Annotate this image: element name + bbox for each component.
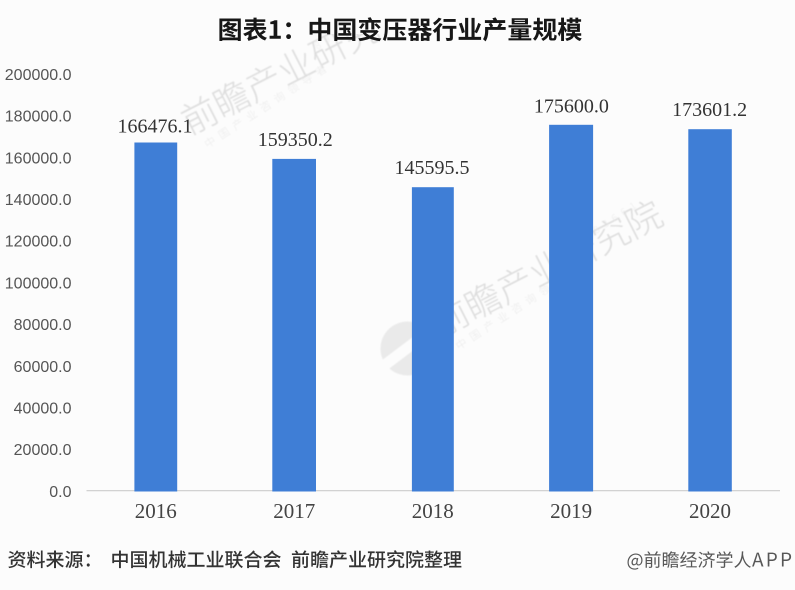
svg-text:2017: 2017 bbox=[273, 499, 315, 523]
svg-text:200000.0: 200000.0 bbox=[5, 67, 72, 84]
svg-text:100000.0: 100000.0 bbox=[5, 275, 72, 292]
svg-text:60000.0: 60000.0 bbox=[14, 359, 72, 376]
svg-text:180000.0: 180000.0 bbox=[5, 109, 72, 126]
svg-text:2019: 2019 bbox=[550, 499, 592, 523]
svg-text:160000.0: 160000.0 bbox=[5, 150, 72, 167]
svg-text:159350.2: 159350.2 bbox=[258, 129, 333, 151]
svg-text:0.0: 0.0 bbox=[49, 484, 71, 501]
svg-text:120000.0: 120000.0 bbox=[5, 234, 72, 251]
svg-text:40000.0: 40000.0 bbox=[14, 401, 72, 418]
svg-text:80000.0: 80000.0 bbox=[14, 317, 72, 334]
svg-text:20000.0: 20000.0 bbox=[14, 442, 72, 459]
svg-text:140000.0: 140000.0 bbox=[5, 192, 72, 209]
svg-text:175600.0: 175600.0 bbox=[534, 96, 609, 118]
svg-text:2020: 2020 bbox=[689, 499, 731, 523]
svg-text:166476.1: 166476.1 bbox=[118, 115, 193, 137]
svg-text:173601.2: 173601.2 bbox=[672, 99, 747, 121]
svg-text:145595.5: 145595.5 bbox=[395, 157, 470, 179]
svg-text:2016: 2016 bbox=[135, 499, 177, 523]
svg-text:2018: 2018 bbox=[412, 499, 454, 523]
